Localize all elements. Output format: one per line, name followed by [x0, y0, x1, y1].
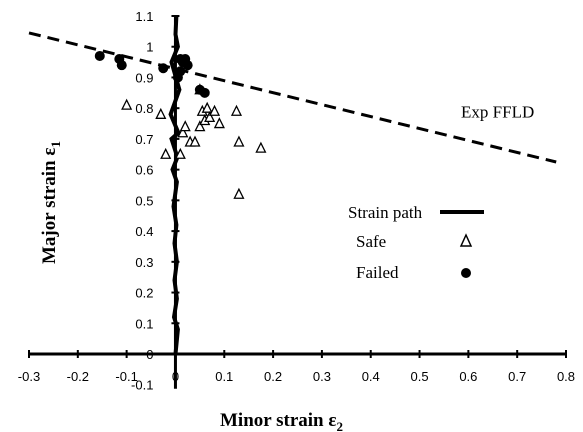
x-tick-label: -0.3 [18, 369, 40, 384]
legend: Strain path Safe Failed [348, 203, 484, 282]
x-tick-label: -0.1 [115, 369, 137, 384]
safe-point [213, 117, 225, 129]
legend-safe-marker [459, 233, 473, 247]
x-tick-label: 0.2 [264, 369, 282, 384]
y-tick-label: 0.3 [135, 255, 153, 270]
y-axis-title-text: Major strain ε [39, 148, 60, 264]
legend-label: Failed [356, 263, 399, 282]
safe-point [121, 98, 133, 110]
y-tick-label: 0.4 [135, 224, 153, 239]
legend-failed-marker [461, 268, 471, 278]
safe-point [233, 135, 245, 147]
y-tick-label: 0 [146, 347, 153, 362]
y-axis-title: Major strain ε1 [39, 141, 63, 264]
strain-path-line [168, 15, 182, 355]
y-tick-label: -0.1 [131, 378, 153, 393]
safe-point [230, 104, 243, 116]
safe-point [189, 135, 201, 147]
safe-point [194, 120, 206, 132]
x-tick-label: 0.3 [313, 369, 331, 384]
data-layer: Exp FFLD [28, 15, 557, 355]
failed-point [158, 63, 169, 74]
x-tick-label: 0.1 [215, 369, 233, 384]
x-tick-label: 0.6 [459, 369, 477, 384]
safe-point [233, 187, 245, 199]
safe-point [204, 110, 216, 123]
x-axis-title-text: Minor strain ε [220, 410, 337, 431]
x-tick-label: 0.8 [557, 369, 575, 384]
legend-label: Safe [356, 232, 386, 251]
x-tick-label: -0.2 [67, 369, 89, 384]
failed-point [199, 87, 210, 98]
x-tick-label: 0.5 [411, 369, 429, 384]
ffld-annotation: Exp FFLD [461, 102, 534, 121]
safe-point [177, 126, 189, 138]
y-tick-label: 0.9 [135, 70, 153, 85]
safe-point [155, 107, 167, 119]
safe-point [179, 120, 191, 132]
x-axis-title-subscript: 2 [337, 419, 344, 432]
x-axis-title: Minor strain ε2 [220, 410, 343, 432]
y-tick-label: 0.2 [135, 286, 153, 301]
safe-point [255, 141, 267, 153]
failed-point [182, 60, 193, 71]
y-tick-label: 1.1 [135, 9, 153, 24]
safe-point [160, 147, 172, 159]
x-tick-label: 0.4 [362, 369, 380, 384]
safe-point [201, 101, 213, 113]
failed-point [175, 66, 186, 77]
y-tick-label: 0.8 [135, 101, 153, 116]
y-tick-label: 0.6 [135, 163, 153, 178]
failed-point [116, 60, 127, 71]
legend-label: Strain path [348, 203, 423, 222]
y-tick-label: 0.5 [135, 193, 153, 208]
y-tick-label: 0.1 [135, 316, 153, 331]
y-axis-title-subscript: 1 [48, 141, 63, 148]
ffld-dashed-line [28, 31, 557, 164]
safe-point [208, 104, 221, 116]
safe-point [174, 147, 186, 159]
axes: -0.3-0.2-0.100.10.20.30.40.50.60.70.800.… [18, 9, 575, 393]
y-tick-label: 0.7 [135, 132, 153, 147]
failed-point [94, 50, 105, 61]
y-tick-label: 1 [146, 40, 153, 55]
x-tick-label: 0.7 [508, 369, 526, 384]
